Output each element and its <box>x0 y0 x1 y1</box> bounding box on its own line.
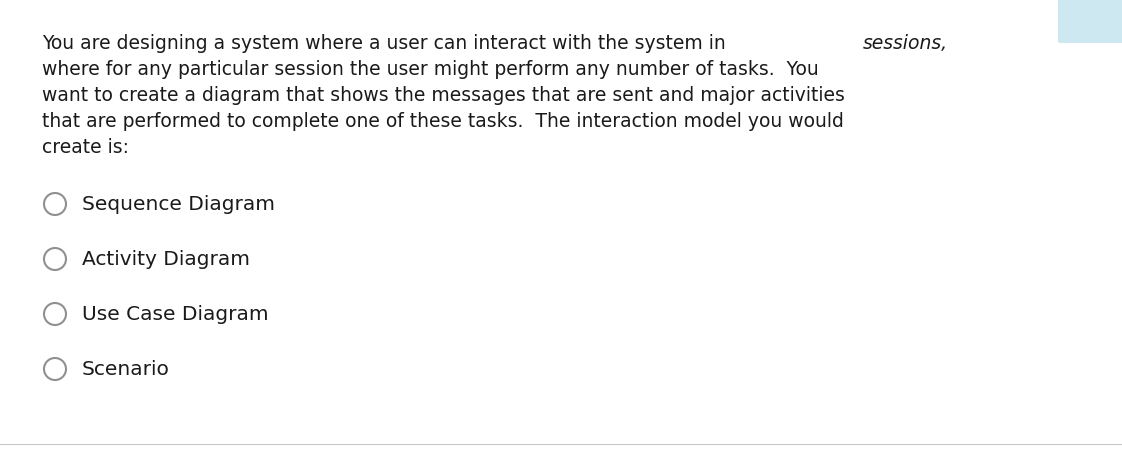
Text: that are performed to complete one of these tasks.  The interaction model you wo: that are performed to complete one of th… <box>42 112 844 131</box>
FancyBboxPatch shape <box>1058 0 1122 44</box>
Text: Scenario: Scenario <box>82 360 169 379</box>
Text: want to create a diagram that shows the messages that are sent and major activit: want to create a diagram that shows the … <box>42 86 845 105</box>
Text: Use Case Diagram: Use Case Diagram <box>82 305 268 324</box>
Text: You are designing a system where a user can interact with the system in: You are designing a system where a user … <box>42 34 732 53</box>
Text: sessions,: sessions, <box>863 34 948 53</box>
Text: where for any particular session the user might perform any number of tasks.  Yo: where for any particular session the use… <box>42 60 819 79</box>
Text: Activity Diagram: Activity Diagram <box>82 250 250 269</box>
Text: create is:: create is: <box>42 138 129 156</box>
Text: Sequence Diagram: Sequence Diagram <box>82 195 275 214</box>
